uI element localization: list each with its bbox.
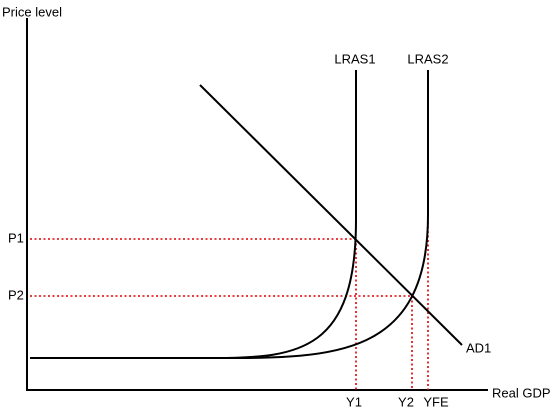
lras1-label: LRAS1 bbox=[334, 51, 375, 66]
yfe-label: YFE bbox=[423, 394, 449, 409]
ad1-curve bbox=[199, 84, 463, 346]
y2-label: Y2 bbox=[398, 394, 414, 409]
ad1-label: AD1 bbox=[466, 340, 491, 355]
p2-label: P2 bbox=[8, 287, 24, 302]
y-axis-label: Price level bbox=[2, 4, 62, 19]
lras2-label: LRAS2 bbox=[407, 51, 448, 66]
lras2-curve bbox=[214, 70, 429, 360]
lras1-curve bbox=[30, 70, 357, 359]
x-axis-label: Real GDP bbox=[492, 385, 551, 400]
p1-label: P1 bbox=[8, 230, 24, 245]
y1-label: Y1 bbox=[346, 394, 362, 409]
